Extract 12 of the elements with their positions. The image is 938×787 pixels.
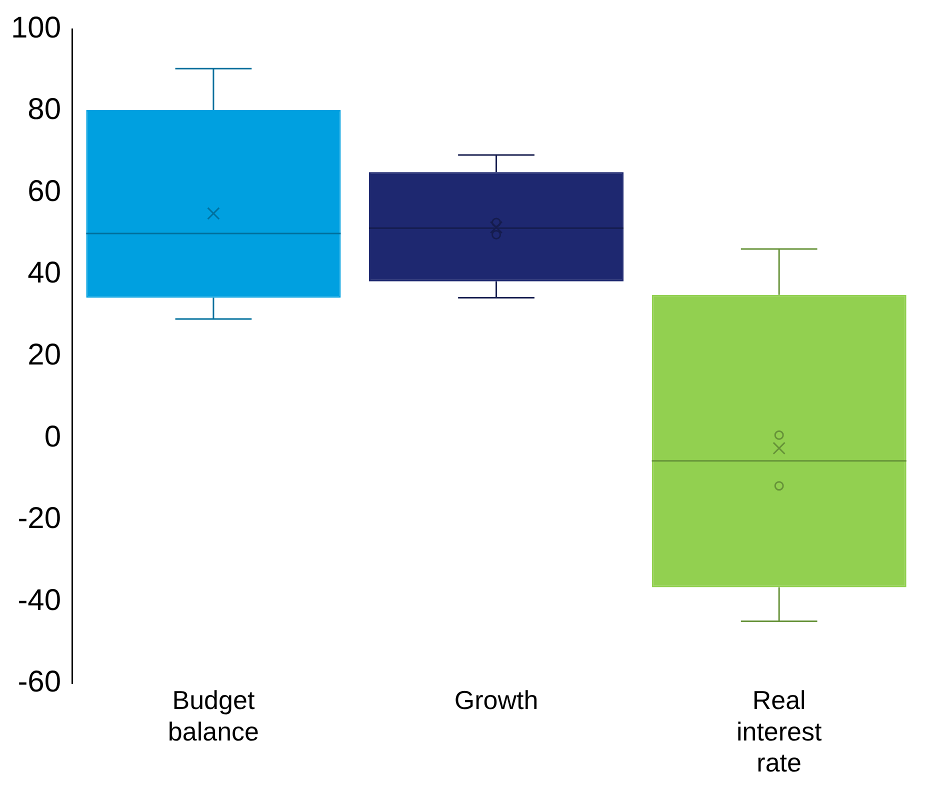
y-tick-label: 80 [28, 93, 62, 126]
x-tick-label: Growth [454, 685, 538, 716]
y-tick-label: -40 [18, 584, 62, 617]
x-tick-label: Budget balance [168, 685, 259, 746]
y-tick-label: -60 [18, 666, 62, 699]
y-tick-label: 0 [44, 420, 62, 454]
y-tick-label: 60 [28, 174, 62, 208]
y-tick-label: -20 [18, 502, 62, 536]
y-tick-label: 40 [28, 256, 62, 290]
y-tick-label: 100 [10, 11, 62, 44]
y-tick-label: 20 [28, 338, 62, 372]
x-tick-label: Real interest rate [736, 685, 822, 778]
